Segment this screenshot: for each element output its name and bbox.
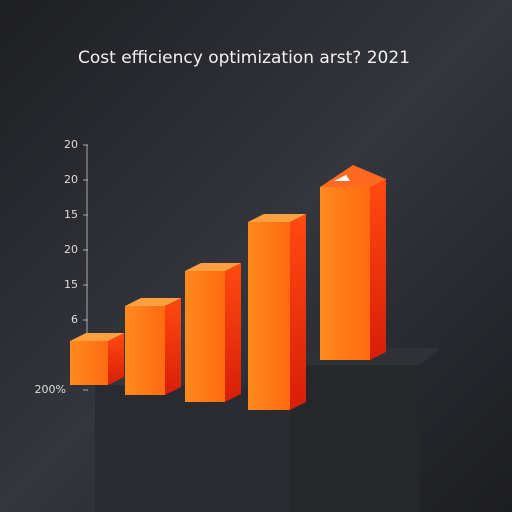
y-tick-label: 20 <box>64 243 78 256</box>
bar <box>320 165 386 360</box>
y-tick-label: 6 <box>71 313 78 326</box>
chart-title: Cost efficiency optimization arst? 2021 <box>78 48 410 68</box>
y-tick-label: 20 <box>64 138 78 151</box>
y-tick-label: 15 <box>64 278 78 291</box>
bar <box>70 333 124 385</box>
y-tick-label: 200% <box>35 383 66 396</box>
bar <box>185 263 241 402</box>
bar <box>248 214 306 410</box>
bar <box>125 298 181 395</box>
y-tick-label: 20 <box>64 173 78 186</box>
y-tick-label: 15 <box>64 208 78 221</box>
